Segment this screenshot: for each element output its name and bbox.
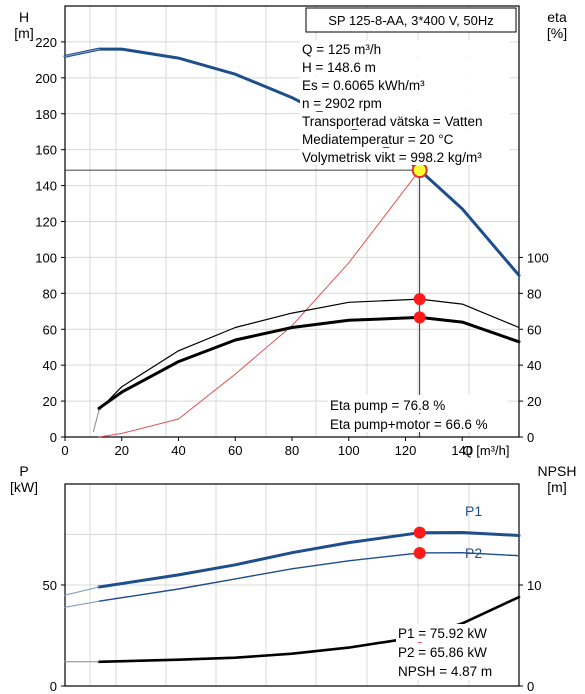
power-marker xyxy=(413,526,426,539)
p1-extension-curve xyxy=(64,586,100,596)
power-annotation-bg xyxy=(396,662,511,680)
p2-series-label: P2 xyxy=(465,545,482,561)
duty-point-marker xyxy=(411,162,428,179)
p2-curve xyxy=(98,552,520,602)
y-axis-label: H xyxy=(19,9,29,25)
x-tick-label: 80 xyxy=(285,443,299,458)
y-tick-label: 0 xyxy=(50,430,57,445)
eta-annotation-bg xyxy=(328,414,508,432)
x-tick-label: 60 xyxy=(228,443,242,458)
eta-annotation-bg xyxy=(328,395,508,413)
npsh-axis-unit: [m] xyxy=(547,479,566,495)
eta-marker xyxy=(413,311,426,324)
duty-annotation: Transporterad vätska = Vatten xyxy=(302,114,482,129)
power-annotation: NPSH = 4.87 m xyxy=(398,664,492,679)
y-tick-label: 160 xyxy=(35,143,57,158)
annotation-bg xyxy=(300,76,510,93)
duty-annotation: Volymetrisk vikt = 998.2 kg/m³ xyxy=(302,150,482,165)
y-tick-label: 220 xyxy=(35,35,57,50)
x-tick-label: 0 xyxy=(61,443,68,458)
power-annotation-bg xyxy=(396,624,511,642)
y-tick-label: 200 xyxy=(35,71,57,86)
eta-tick-label: 40 xyxy=(527,358,541,373)
eta-annotation: Eta pump+motor = 66.6 % xyxy=(330,417,488,432)
power-annotation: P2 = 65.86 kW xyxy=(398,645,487,660)
duty-annotation: Q = 125 m³/h xyxy=(302,42,381,57)
power-tick-label: 0 xyxy=(50,679,57,694)
annotation-bg xyxy=(300,148,510,165)
y-tick-label: 80 xyxy=(43,286,57,301)
y-tick-label: 140 xyxy=(35,179,57,194)
power-annotation-bg xyxy=(396,643,511,661)
p2-extension-curve xyxy=(64,600,100,608)
annotation-bg xyxy=(300,112,510,129)
power-annotation: P1 = 75.92 kW xyxy=(398,626,487,641)
eta-tick-label: 100 xyxy=(527,250,549,265)
power-marker xyxy=(413,546,426,559)
duty-annotation: Es = 0.6065 kWh/m³ xyxy=(302,78,425,93)
y-tick-label: 60 xyxy=(43,322,57,337)
annotation-bg xyxy=(300,94,510,111)
eta-axis-label: eta xyxy=(547,9,567,25)
eta-tick-label: 0 xyxy=(527,430,534,445)
x-tick-label: 40 xyxy=(171,443,185,458)
y-axis-unit: [m] xyxy=(14,25,33,41)
p1-series-label: P1 xyxy=(465,503,482,519)
y-tick-label: 20 xyxy=(43,394,57,409)
x-tick-label: 140 xyxy=(451,443,473,458)
eta-axis-unit: [%] xyxy=(547,25,567,41)
y-tick-label: 180 xyxy=(35,107,57,122)
eta-extension-curve xyxy=(92,409,100,433)
x-tick-label: 120 xyxy=(395,443,417,458)
annotation-bg xyxy=(300,40,510,57)
x-tick-label: 100 xyxy=(338,443,360,458)
x-axis-label: Q [m³/h] xyxy=(463,443,510,458)
power-axis-unit: [kW] xyxy=(10,479,38,495)
npsh-tick-label: 0 xyxy=(527,679,534,694)
info-box xyxy=(305,7,517,33)
annotation-bg xyxy=(300,130,510,147)
power-axis-label: P xyxy=(19,463,28,479)
eta-pump-curve xyxy=(98,298,520,411)
y-tick-label: 40 xyxy=(43,358,57,373)
duty-annotation: Mediatemperatur = 20 °C xyxy=(302,132,454,147)
annotation-bg xyxy=(300,58,510,75)
npsh-axis-label: NPSH xyxy=(538,463,577,479)
power-tick-label: 50 xyxy=(43,578,57,593)
eta-marker xyxy=(413,293,426,306)
eta-tick-label: 80 xyxy=(527,286,541,301)
duty-annotation: H = 148.6 m xyxy=(302,60,376,75)
p1-curve xyxy=(97,531,521,589)
duty-annotation: n = 2902 rpm xyxy=(302,96,382,111)
y-tick-label: 100 xyxy=(35,250,57,265)
eta-annotation: Eta pump = 76.8 % xyxy=(330,398,445,413)
info-box-text: SP 125-8-AA, 3*400 V, 50Hz xyxy=(328,13,494,28)
npsh-tick-label: 10 xyxy=(527,578,541,593)
head-extension-curve xyxy=(64,48,100,57)
y-tick-label: 120 xyxy=(35,215,57,230)
eta-pump-motor-curve xyxy=(97,315,521,410)
x-tick-label: 20 xyxy=(115,443,129,458)
eta-tick-label: 60 xyxy=(527,322,541,337)
head-curve xyxy=(63,47,521,277)
eta-tick-label: 20 xyxy=(527,394,541,409)
system-curve-curve xyxy=(98,169,421,438)
